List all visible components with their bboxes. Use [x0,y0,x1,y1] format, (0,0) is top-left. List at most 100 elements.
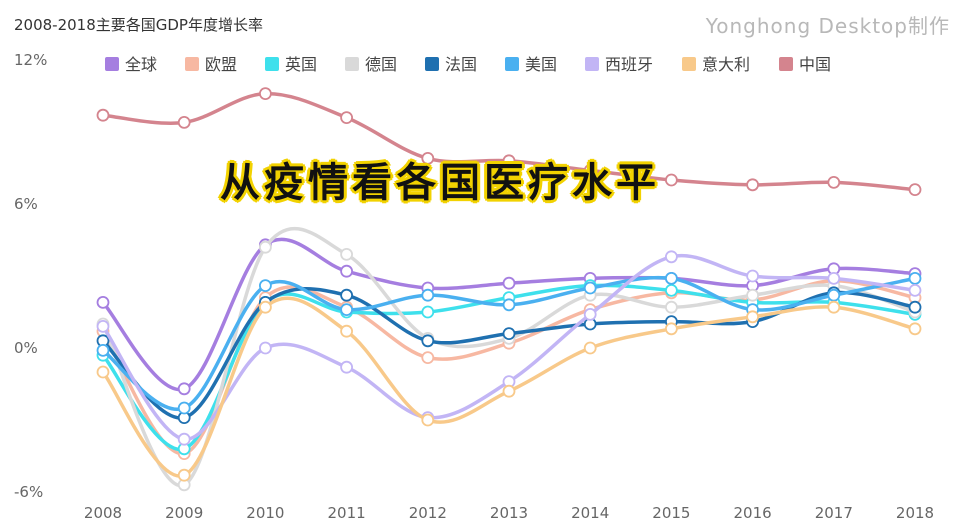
data-point [96,108,110,122]
data-point [421,334,435,348]
data-point [665,322,678,336]
data-point [827,300,841,314]
data-point [258,300,272,314]
y-tick-label: -6% [14,483,43,501]
data-point [258,341,272,355]
data-point [502,276,516,290]
data-point [258,279,272,293]
data-point [827,271,841,285]
x-tick-label: 2013 [490,504,528,522]
data-point [177,432,191,446]
data-point [583,163,597,177]
data-point [665,173,678,187]
legend-label: 英国 [285,55,317,74]
y-tick-label: 0% [14,339,38,357]
x-tick-label: 2014 [571,504,609,522]
data-point [96,365,110,379]
legend-label: 美国 [525,55,557,74]
legend-swatch [425,57,439,71]
data-point [177,468,191,482]
data-point [583,341,597,355]
data-point [665,300,678,314]
data-point [665,250,678,264]
data-point [665,271,678,285]
x-tick-label: 2018 [896,504,934,522]
data-point [421,351,435,365]
data-point [421,413,435,427]
data-point [340,303,354,317]
series-意大利 [96,296,922,482]
data-point [340,288,354,302]
data-point [746,288,759,302]
data-point [421,151,435,165]
legend-label: 中国 [799,55,831,74]
watermark: Yonghong Desktop制作 [705,14,950,38]
x-tick-label: 2012 [409,504,447,522]
data-point [746,269,759,283]
y-tick-label: 6% [14,195,38,213]
data-point [340,111,354,124]
data-point [340,360,354,374]
data-point [502,327,516,341]
data-point [908,283,922,297]
y-tick-label: 12% [14,51,47,69]
data-point [340,324,354,338]
data-point [827,175,841,189]
data-point [421,305,435,319]
data-point [96,295,110,309]
series-line [101,287,917,420]
x-tick-label: 2016 [734,504,772,522]
legend-label: 西班牙 [605,55,653,74]
legend-label: 法国 [445,55,477,74]
data-point [746,178,759,192]
data-point [908,271,922,285]
data-point [502,154,516,168]
data-point [258,87,272,100]
legend-swatch [345,57,359,71]
data-point [502,384,516,398]
data-point [340,247,354,261]
x-tick-label: 2015 [652,504,690,522]
legend-label: 全球 [125,55,157,74]
data-point [908,183,922,197]
data-point [583,281,597,295]
series-line [101,237,917,392]
series-line [101,226,917,488]
series-line [101,275,917,412]
data-point [502,298,516,312]
legend-swatch [682,57,696,71]
legend-swatch [585,57,599,71]
x-tick-label: 2010 [246,504,284,522]
overlay-caption: 从疫情看各国医疗水平 [220,160,660,206]
data-point [258,240,272,254]
series-中国 [96,87,922,197]
legend-label: 意大利 [702,55,750,74]
legend-swatch [505,57,519,71]
legend-label: 欧盟 [205,55,237,74]
data-point [908,300,922,314]
series-line [101,296,917,478]
legend-swatch [779,57,793,71]
chart-title: 2008-2018主要各国GDP年度增长率 [14,16,263,34]
x-tick-label: 2008 [84,504,122,522]
data-point [177,382,191,396]
data-point [177,116,191,129]
data-point [827,288,841,302]
legend-label: 德国 [365,55,397,74]
data-point [583,307,597,321]
x-tick-label: 2009 [165,504,203,522]
series-美国 [96,271,922,415]
x-tick-label: 2011 [328,504,366,522]
data-point [665,283,678,297]
data-point [177,401,191,415]
data-point [746,310,759,324]
x-tick-label: 2017 [815,504,853,522]
legend-swatch [265,57,279,71]
legend-swatch [105,57,119,71]
data-point [421,288,435,302]
data-point [96,343,110,357]
data-point [340,264,354,278]
legend-swatch [185,57,199,71]
